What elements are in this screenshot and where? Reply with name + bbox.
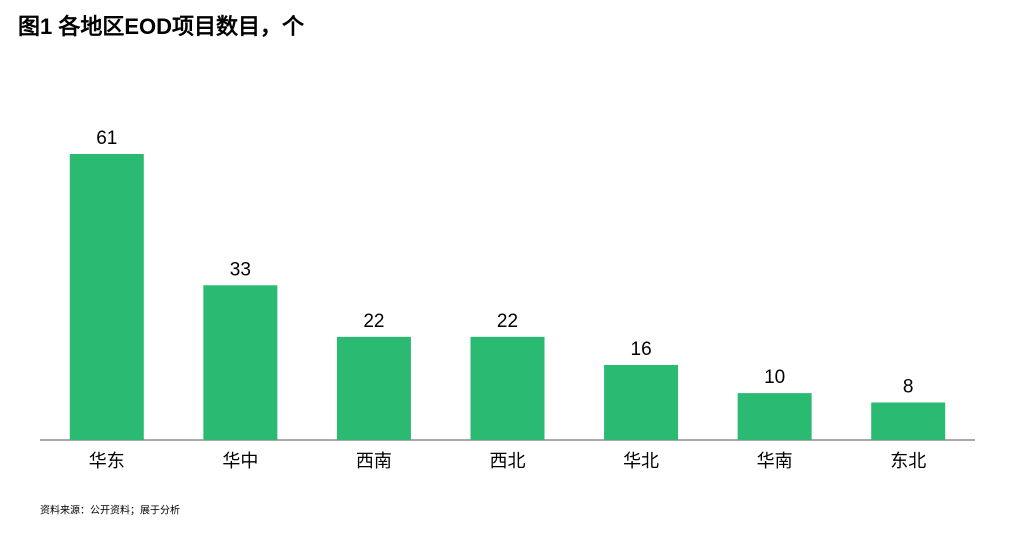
bar	[737, 393, 812, 440]
value-label: 16	[631, 339, 652, 360]
chart-title: 图1 各地区EOD项目数目，个	[18, 14, 305, 39]
value-label: 10	[764, 367, 785, 388]
x-tick-label: 西北	[490, 451, 526, 471]
bar	[203, 285, 278, 440]
value-label: 33	[230, 259, 251, 280]
x-tick-label: 华南	[757, 451, 793, 471]
value-label: 22	[497, 311, 518, 332]
x-tick-label: 华东	[89, 451, 125, 471]
x-tick-label: 华中	[222, 451, 258, 471]
value-label: 61	[96, 128, 117, 149]
bar	[604, 364, 679, 440]
value-label: 22	[363, 311, 384, 332]
bar	[871, 402, 946, 440]
source-note: 资料来源：公开资料；展于分析	[40, 504, 180, 517]
value-label: 8	[903, 377, 914, 398]
bar	[470, 336, 545, 440]
x-tick-label: 东北	[890, 451, 926, 471]
x-tick-label: 西南	[356, 451, 392, 471]
bar	[336, 336, 411, 440]
bar	[69, 154, 144, 440]
x-tick-label: 华北	[623, 451, 659, 471]
